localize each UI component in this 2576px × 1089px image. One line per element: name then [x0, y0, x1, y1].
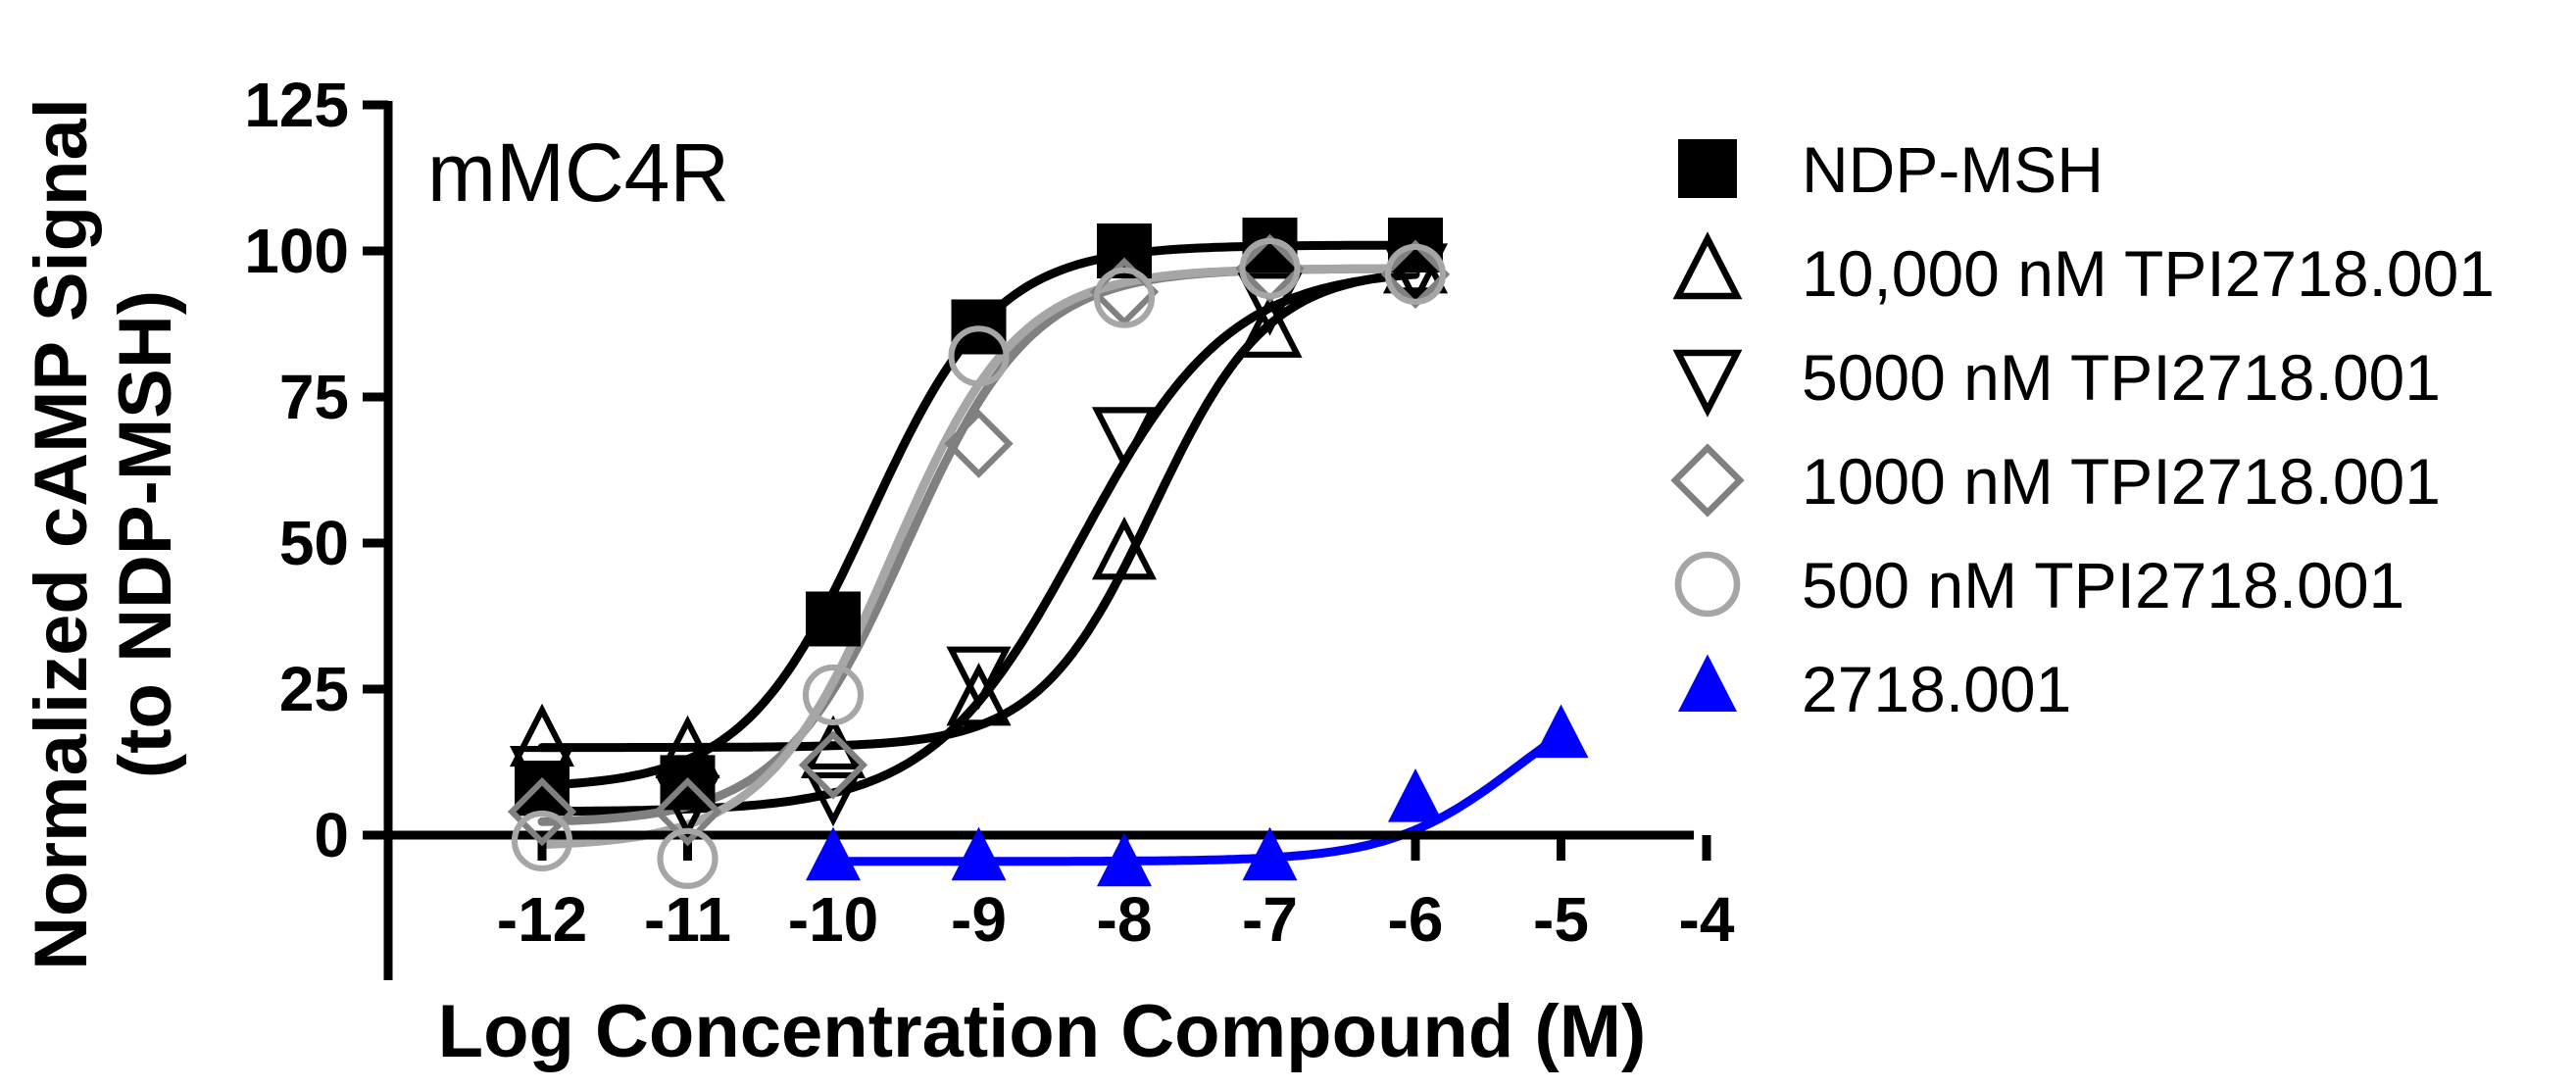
x-tick-label: -9 — [951, 884, 1007, 955]
data-point — [946, 662, 1012, 726]
y-ticks: 0 25 50 75 100 125 — [244, 70, 388, 870]
legend-marker — [1672, 349, 1743, 418]
data-point — [653, 777, 722, 847]
data-point — [509, 745, 575, 810]
x-tick-label: -8 — [1097, 884, 1153, 955]
x-tick-label: -4 — [1679, 884, 1735, 955]
legend-marker — [1674, 551, 1741, 618]
data-point — [1237, 272, 1303, 336]
data-point — [1091, 407, 1158, 470]
data-point — [1533, 704, 1589, 759]
y-axis-title-line2: (to NDP-MSH) — [104, 290, 187, 778]
y-tick-label: 0 — [314, 800, 349, 870]
data-point — [657, 827, 718, 889]
x-ticks: -12 -11 -10 -9 -8 -7 -6 -5 -4 — [497, 835, 1735, 955]
data-point — [507, 777, 577, 847]
data-point — [944, 409, 1014, 478]
data-point — [806, 826, 861, 881]
legend-label: 2718.001 — [1802, 653, 2071, 725]
y-axis-title-line1: Normalized cAMP Signal — [20, 98, 103, 970]
y-tick-label: 50 — [279, 508, 349, 578]
data-point — [798, 730, 868, 800]
data-point — [1237, 294, 1303, 358]
legend-marker — [1672, 231, 1743, 300]
legend-label: 1000 nM TPI2718.001 — [1802, 445, 2441, 518]
y-tick-label: 125 — [244, 70, 349, 140]
data-point — [1382, 229, 1449, 294]
data-point — [802, 664, 865, 726]
y-axis-title: Normalized cAMP Signal (to NDP-MSH) — [20, 98, 187, 970]
legend: NDP-MSH 10,000 nM TPI2718.001 5000 nM TPI2… — [1670, 133, 2495, 725]
data-markers — [507, 218, 1589, 889]
data-point — [1242, 826, 1298, 881]
x-tick-label: -10 — [788, 884, 879, 955]
data-point — [948, 325, 1010, 387]
data-point — [1097, 832, 1152, 887]
legend-label: NDP-MSH — [1802, 133, 2104, 206]
legend-marker — [1678, 654, 1737, 712]
fit-curve-5 — [828, 730, 1565, 866]
data-point — [946, 646, 1012, 711]
y-tick-label: 25 — [279, 654, 349, 724]
x-tick-label: -7 — [1242, 884, 1298, 955]
legend-marker — [1670, 443, 1745, 518]
legend-label: 500 nM TPI2718.001 — [1802, 549, 2404, 621]
data-point — [1093, 267, 1156, 328]
data-point — [1091, 516, 1158, 580]
y-tick-label: 75 — [279, 362, 349, 432]
x-tick-label: -5 — [1533, 884, 1589, 955]
data-point — [1388, 768, 1443, 822]
data-point — [800, 763, 867, 827]
data-point — [509, 703, 575, 767]
data-point — [951, 826, 1007, 881]
x-tick-label: -12 — [497, 884, 588, 955]
legend-label: 5000 nM TPI2718.001 — [1802, 341, 2441, 414]
data-point — [806, 591, 861, 647]
data-point — [1239, 237, 1301, 299]
panel-label: mMC4R — [427, 126, 729, 219]
x-tick-label: -11 — [644, 884, 731, 955]
data-point — [511, 810, 573, 872]
y-tick-label: 100 — [244, 216, 349, 286]
x-axis-title: Log Concentration Compound (M) — [438, 990, 1647, 1073]
legend-marker — [1678, 139, 1737, 198]
legend-label: 10,000 nM TPI2718.001 — [1802, 237, 2495, 310]
axes: 0 25 50 75 100 125 -12 -11 -10 -9 -8 -7 -6 -5 -4 — [244, 70, 1735, 980]
x-tick-label: -6 — [1388, 884, 1444, 955]
data-point — [1384, 243, 1447, 305]
